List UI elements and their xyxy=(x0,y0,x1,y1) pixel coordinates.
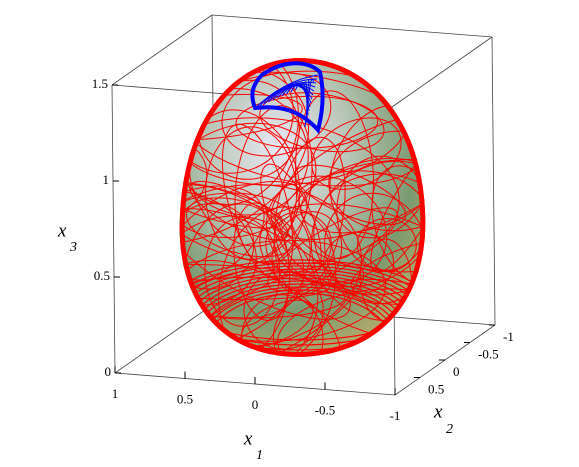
box-edge xyxy=(211,14,493,38)
x3-tick-label: 1.5 xyxy=(92,76,108,91)
x2-label-sub: 2 xyxy=(446,422,453,437)
x3-tick-label: 0.5 xyxy=(94,268,110,283)
surface-rim xyxy=(179,58,426,357)
x1-tick-label: 0.5 xyxy=(177,391,193,406)
trajectory xyxy=(179,117,400,265)
x3-tick-label: 1 xyxy=(103,172,110,187)
x2-label: x xyxy=(433,401,443,422)
x1-label-sub: 1 xyxy=(256,448,263,463)
trajectory xyxy=(179,190,257,306)
x1-tick-label: -0.5 xyxy=(315,402,336,417)
x3-tick-label: 0 xyxy=(105,364,112,379)
trajectory xyxy=(260,163,322,273)
trajectory xyxy=(179,259,342,357)
ticks: 0 0.5 1 1.5 1 0.5 0 -0.5 -1 -1 -0.5 0 0.5 xyxy=(92,76,514,423)
x1-tick-label: 0 xyxy=(252,397,259,412)
patch-line xyxy=(263,81,317,105)
box-edge xyxy=(391,36,493,108)
trajectory xyxy=(295,90,375,260)
x2-tick-label: 0 xyxy=(453,364,460,379)
trajectory xyxy=(294,164,407,226)
x2-tick-label: 0.5 xyxy=(428,381,444,396)
x2-tick-label: -0.5 xyxy=(478,346,499,361)
box-edge xyxy=(491,36,496,326)
trajectory xyxy=(311,117,402,190)
trajectory xyxy=(300,157,426,234)
trajectory xyxy=(272,278,426,357)
box-edge xyxy=(111,14,213,86)
trajectory xyxy=(259,92,385,153)
x3-label-sub: 3 xyxy=(69,240,77,255)
trajectory xyxy=(179,58,299,205)
trajectory xyxy=(270,111,426,241)
x1-tick-label: -1 xyxy=(390,408,401,423)
trajectory xyxy=(221,72,332,157)
patch-line xyxy=(304,78,314,128)
x2-tick-label: -1 xyxy=(503,329,514,344)
patch-outline xyxy=(250,61,325,135)
patch-line xyxy=(286,84,312,104)
patch-line xyxy=(295,83,310,112)
trajectory xyxy=(310,160,426,322)
x1-tick-label: 1 xyxy=(112,386,119,401)
box-edge xyxy=(111,84,116,374)
patch-line xyxy=(254,74,319,109)
trajectory xyxy=(179,122,317,239)
trajectory xyxy=(179,63,310,245)
x1-label: x xyxy=(243,428,253,449)
patch xyxy=(250,61,325,135)
box-edge xyxy=(114,302,216,374)
x3-label: x xyxy=(57,220,67,241)
trajectory xyxy=(243,270,324,350)
trajectory xyxy=(179,202,255,290)
